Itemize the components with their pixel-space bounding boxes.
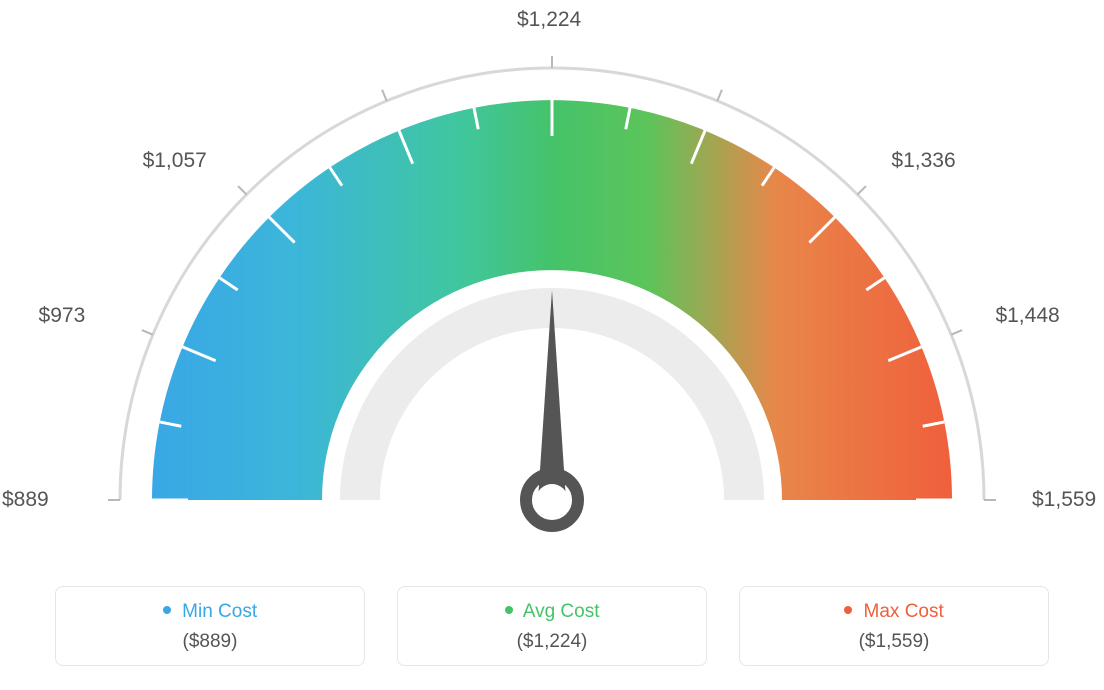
legend-value-max: ($1,559) <box>752 631 1036 653</box>
gauge-tick-label: $973 <box>39 304 86 328</box>
legend-label-min: Min Cost <box>182 601 257 622</box>
gauge-tick-label: $1,336 <box>891 149 955 173</box>
legend-title-max: Max Cost <box>752 601 1036 623</box>
dot-icon-avg <box>505 606 513 614</box>
legend-row: Min Cost ($889) Avg Cost ($1,224) Max Co… <box>0 586 1104 666</box>
legend-title-min: Min Cost <box>68 601 352 623</box>
gauge-tick-label: $889 <box>2 488 49 512</box>
gauge-tick-label: $1,057 <box>143 149 207 173</box>
legend-card-min: Min Cost ($889) <box>55 586 365 666</box>
gauge-tick-label: $1,448 <box>995 304 1059 328</box>
cost-gauge-chart: $889 $973 $1,057 $1,224 $1,336 $1,448 $1,559 M… <box>0 0 1104 690</box>
legend-value-min: ($889) <box>68 631 352 653</box>
legend-value-avg: ($1,224) <box>410 631 694 653</box>
legend-title-avg: Avg Cost <box>410 601 694 623</box>
gauge-svg <box>0 0 1104 560</box>
gauge-tick-label: $1,224 <box>517 8 581 32</box>
legend-label-avg: Avg Cost <box>523 601 600 622</box>
dot-icon-min <box>163 606 171 614</box>
legend-card-max: Max Cost ($1,559) <box>739 586 1049 666</box>
legend-card-avg: Avg Cost ($1,224) <box>397 586 707 666</box>
gauge-area: $889 $973 $1,057 $1,224 $1,336 $1,448 $1,559 <box>0 0 1104 560</box>
gauge-tick-label: $1,559 <box>1032 488 1096 512</box>
legend-label-max: Max Cost <box>864 601 944 622</box>
dot-icon-max <box>844 606 852 614</box>
